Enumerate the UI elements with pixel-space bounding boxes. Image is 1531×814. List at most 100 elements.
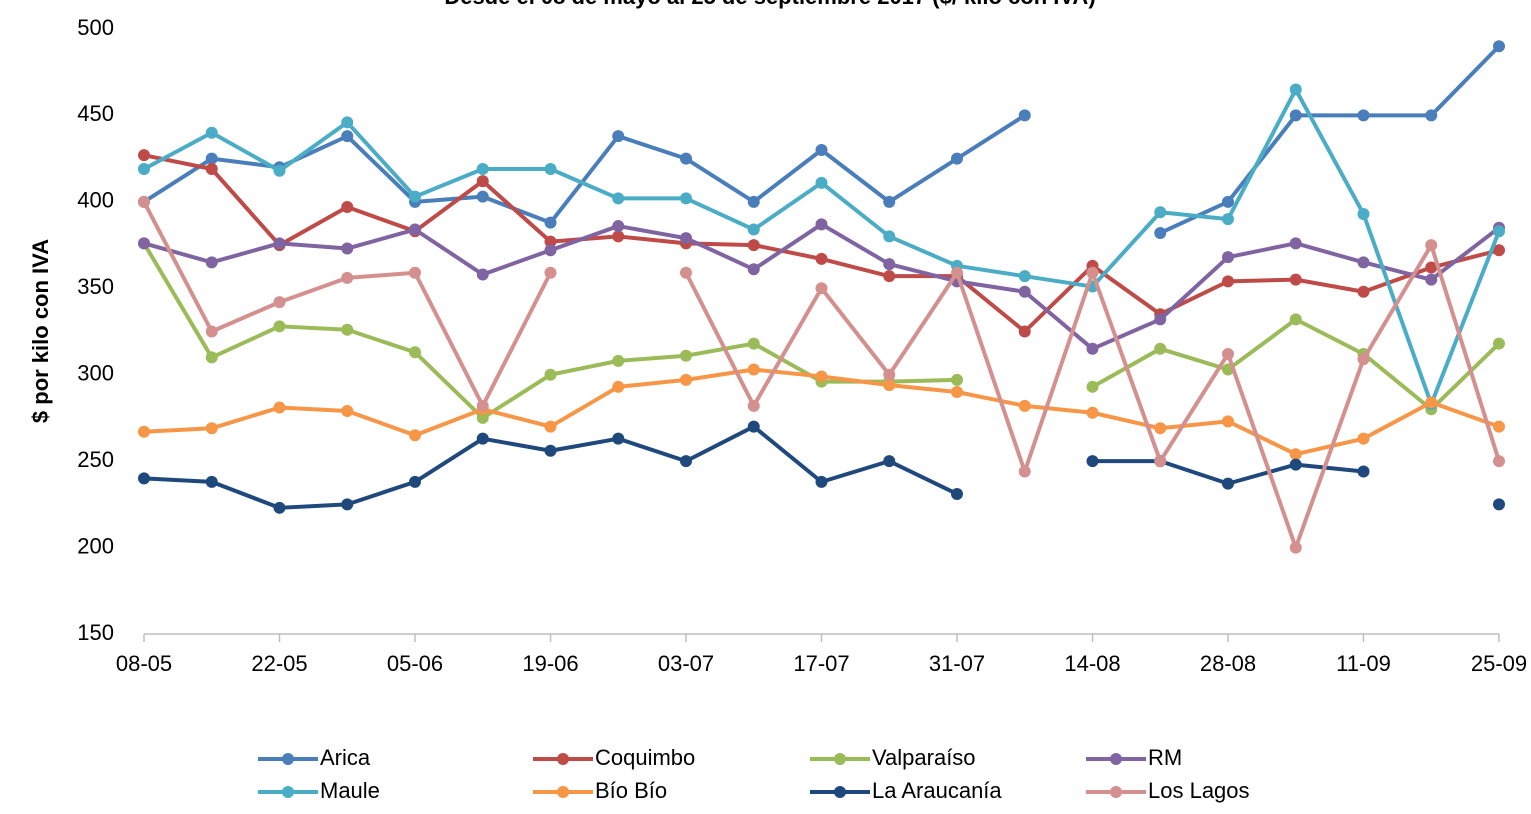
data-point [341,116,354,129]
data-point [1425,273,1438,286]
y-tick-label: 500 [77,15,114,40]
data-point [883,195,896,208]
x-tick-label: 05-06 [387,651,443,676]
data-point [1493,40,1505,53]
data-point [883,379,896,392]
data-point [1154,206,1167,219]
data-point [341,201,354,214]
legend-label: Coquimbo [595,745,695,770]
data-point [138,195,150,208]
data-point [544,216,557,229]
data-point [815,252,828,265]
data-point [476,411,489,424]
data-point [409,190,421,203]
data-point [205,163,218,176]
legend-marker [834,753,846,765]
data-point [409,266,421,279]
data-point [273,320,286,333]
data-point [612,354,625,367]
data-point [341,271,354,284]
data-point [680,373,692,386]
series [138,195,1505,554]
data-point [1222,347,1234,360]
data-point [138,472,150,485]
data-point [680,455,692,468]
data-point [1289,448,1302,461]
data-point [1289,237,1302,250]
data-point [273,296,286,309]
data-point [1357,465,1370,478]
x-tick-label: 17-07 [793,651,849,676]
data-point [747,399,760,412]
data-point [544,244,557,257]
data-point [680,232,692,245]
y-tick-label: 450 [77,101,114,126]
data-point [544,368,557,381]
data-point [341,323,354,336]
series [138,83,1505,411]
data-point [951,152,963,165]
data-point [1154,226,1167,239]
legend-marker [282,753,294,765]
data-point [612,380,625,393]
data-point [883,368,896,381]
data-point [138,149,150,162]
data-point [1154,422,1167,435]
data-point [1357,109,1370,122]
data-point [205,256,218,269]
data-point [273,164,286,177]
data-point [1357,353,1370,366]
x-tick-label: 14-08 [1064,651,1120,676]
chart-title: Desde el 08 de mayo al 25 de septiembre … [444,0,1095,9]
data-point [544,420,557,433]
data-point [205,351,218,364]
y-tick-label: 150 [77,620,114,645]
data-point [341,242,354,255]
y-tick-label: 350 [77,274,114,299]
data-point [544,266,557,279]
data-point [951,386,963,398]
data-point [1222,477,1234,490]
data-point [1493,498,1505,511]
data-point [815,282,828,295]
data-point [476,190,489,203]
x-tick-label: 25-09 [1471,651,1527,676]
data-point [1493,225,1505,238]
data-point [476,268,489,281]
data-point [612,432,625,445]
data-point [1289,273,1302,286]
data-point [476,175,489,188]
data-point [1086,406,1099,419]
data-point [815,475,828,488]
series [138,420,1505,514]
y-tick-label: 300 [77,361,114,386]
data-point [883,258,896,271]
data-point [544,163,557,176]
data-point [680,192,692,205]
series [138,237,1505,424]
y-tick-label: 400 [77,188,114,213]
data-point [1154,342,1167,355]
data-point [680,349,692,362]
data-point [1222,275,1234,288]
data-point [1425,396,1438,409]
data-point [747,263,760,276]
data-point [747,195,760,208]
data-point [612,220,625,233]
series-line [143,424,958,510]
series-line [1159,44,1501,235]
data-point [883,230,896,243]
data-point [1086,455,1099,468]
data-point [1086,380,1099,393]
data-point [1289,109,1302,122]
legend-marker [834,786,846,798]
data-point [815,144,828,156]
x-tick-label: 08-05 [116,651,172,676]
legend-marker [1110,786,1122,798]
data-point [951,487,963,500]
data-point [1357,207,1370,220]
data-point [951,373,963,386]
legend-label: La Araucanía [872,778,1002,803]
data-point [680,152,692,165]
data-point [205,325,218,338]
